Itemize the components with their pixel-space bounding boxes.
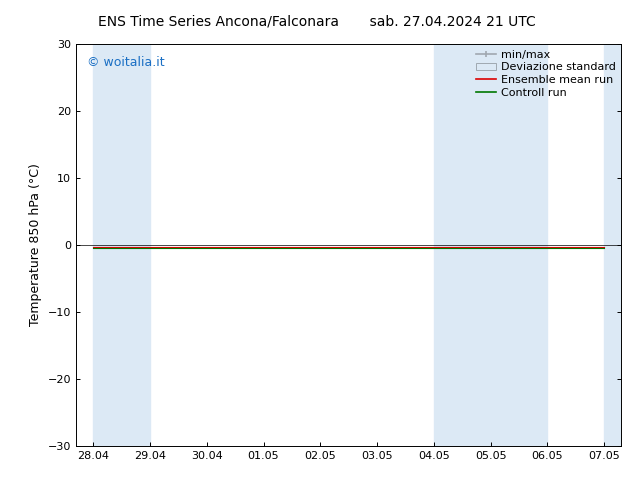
Bar	[434, 44, 548, 446]
Text: © woitalia.it: © woitalia.it	[87, 56, 165, 69]
Bar	[604, 44, 634, 446]
Bar	[93, 44, 150, 446]
Text: ENS Time Series Ancona/Falconara       sab. 27.04.2024 21 UTC: ENS Time Series Ancona/Falconara sab. 27…	[98, 15, 536, 29]
Y-axis label: Temperature 850 hPa (°C): Temperature 850 hPa (°C)	[29, 164, 42, 326]
Legend: min/max, Deviazione standard, Ensemble mean run, Controll run: min/max, Deviazione standard, Ensemble m…	[473, 47, 619, 101]
